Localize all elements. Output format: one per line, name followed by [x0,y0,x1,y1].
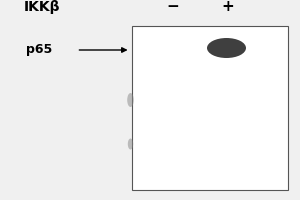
Text: +: + [222,0,234,14]
Text: p65: p65 [26,44,52,56]
Ellipse shape [128,138,133,149]
Text: IKKβ: IKKβ [24,0,61,14]
Ellipse shape [127,93,134,107]
Text: −: − [166,0,179,14]
Bar [132,26,288,190]
Ellipse shape [207,38,246,58]
